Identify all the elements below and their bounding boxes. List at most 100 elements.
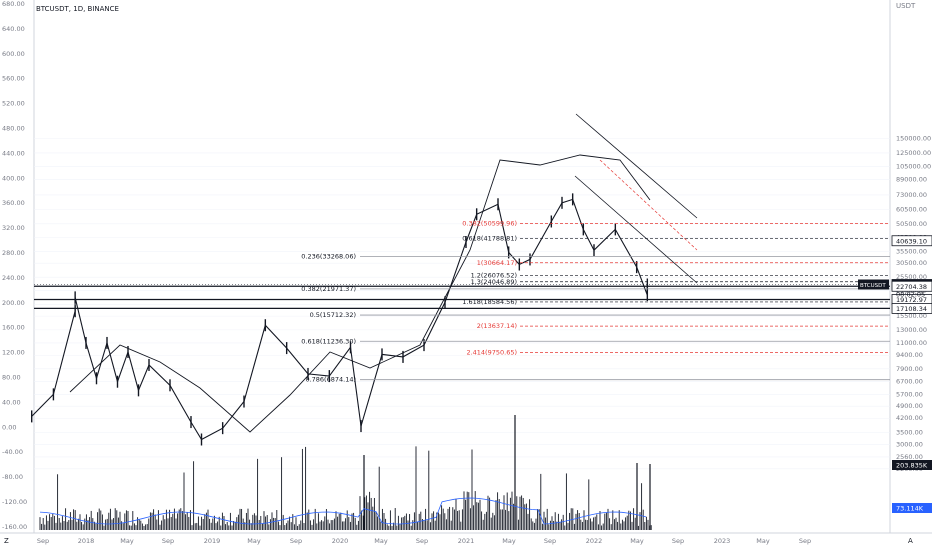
time-axis-tick: May [630,537,644,545]
left-axis-tick: 280.00 [2,249,25,257]
left-axis-tick: 320.00 [2,224,25,232]
volume-tag [892,503,932,513]
left-axis-tick: 0.00 [2,423,16,431]
right-axis-tick: 89000.00 [896,175,927,183]
fib-level-label: 0.382(21971.37) [301,285,356,293]
price-tag-value: 19172.97 [896,296,927,304]
right-axis-tick: 6700.00 [896,378,923,386]
axis-unit: USDT [896,2,916,10]
moving-average-line [69,154,651,433]
extension-level-label: 1.2(26076.52) [471,271,517,279]
time-axis-tick: Sep [799,537,811,545]
time-axis-tick: 2021 [458,537,475,545]
time-axis-tick: May [756,537,770,545]
time-axis-tick: Sep [37,537,49,545]
right-axis-tick: 73000.00 [896,191,927,199]
bar-countdown: 08:02:05 [896,290,925,298]
extension-level-label: 2(13637.14) [477,322,517,330]
time-axis-tick: May [502,537,516,545]
volume-tag-value: 73.114K [896,505,924,513]
right-axis-tick: 35500.00 [896,247,927,255]
price-tag-value: 22704.38 [896,283,927,291]
time-axis-tick: 2023 [714,537,731,545]
time-axis-tick: May [247,537,261,545]
price-tag [891,235,932,247]
right-axis-tick: 3000.00 [896,441,923,449]
left-axis-tick: 680.00 [2,0,25,8]
channel-upper-line [575,113,698,219]
left-axis-tick: 400.00 [2,174,25,182]
extension-level-label: 1.3(24046.89) [471,278,517,286]
time-axis-tick: 2020 [332,537,349,545]
fib-level-label: 0.236(33268.06) [301,252,356,260]
extension-level-label: 1.618(18584.56) [462,298,517,306]
projection-line [599,159,698,251]
right-axis-tick: 3500.00 [896,428,923,436]
left-axis-tick: 600.00 [2,50,25,58]
fib-level-label: 0.786(6874.14) [305,376,356,384]
time-axis-tick: Sep [416,537,428,545]
left-axis-tick: 240.00 [2,274,25,282]
auto-scale-button: A [908,537,913,545]
price-tag [891,303,932,314]
left-axis-tick: 80.00 [2,374,21,382]
time-axis-tick: Sep [672,537,684,545]
volume-tag-value: 203.835K [896,462,928,470]
right-axis-tick: 4900.00 [896,402,923,410]
left-axis-tick: 560.00 [2,75,25,83]
right-axis-tick: 30500.00 [896,259,927,267]
time-axis-tick: 2019 [204,537,221,545]
time-axis-tick: Sep [162,537,174,545]
channel-lower-line [574,175,698,284]
right-axis-tick: 125000.00 [896,149,931,157]
left-axis-tick: 160.00 [2,324,25,332]
right-axis-tick: 150000.00 [896,135,931,143]
price-series [31,198,648,441]
volume-tag [892,460,932,470]
symbol-tag [858,279,889,290]
left-axis-tick: 200.00 [2,299,25,307]
fib-level-label: 0.5(15712.32) [310,311,356,319]
extension-level-label: 2.414(9750.65) [466,348,517,356]
right-axis-tick: 9400.00 [896,351,923,359]
time-axis-tick: May [120,537,134,545]
fib-level-label: 0.618(11236.30) [301,337,356,345]
price-tag [891,280,932,292]
price-tag-value: 17108.34 [896,305,927,313]
left-axis-tick: 440.00 [2,149,25,157]
right-axis-tick: 2560.00 [896,453,923,461]
right-axis-tick: 50500.00 [896,220,927,228]
right-axis-tick: 5700.00 [896,390,923,398]
right-axis-tick: 7900.00 [896,365,923,373]
left-axis-tick: 480.00 [2,125,25,133]
timezone-button: Z [4,537,9,545]
right-axis-tick: 13000.00 [896,326,927,334]
left-axis-tick: 640.00 [2,25,25,33]
left-axis-tick: -80.00 [2,473,23,481]
extension-level-label: 0.618(41788.81) [462,235,517,243]
chart-title: BTCUSDT, 1D, BINANCE [36,5,119,13]
time-axis-tick: 2018 [78,537,95,545]
right-axis-tick: 15500.00 [896,312,927,320]
time-axis-tick: May [374,537,388,545]
left-axis-tick: 520.00 [2,100,25,108]
right-axis-tick: 4200.00 [896,414,923,422]
price-tag-value: 40639.10 [896,237,927,245]
left-axis-tick: -160.00 [2,523,27,531]
extension-level-label: 1(30664.17) [477,259,517,267]
time-axis-tick: 2022 [586,537,603,545]
right-axis-tick: 25500.00 [896,273,927,281]
right-axis-tick: 105000.00 [896,163,931,171]
time-axis-tick: Sep [544,537,556,545]
volume-ma-line [39,497,647,525]
left-axis-tick: -40.00 [2,448,23,456]
left-axis-tick: 360.00 [2,199,25,207]
left-axis-tick: -120.00 [2,498,27,506]
right-axis-tick: 60500.00 [896,206,927,214]
right-axis-tick: 11000.00 [896,339,927,347]
left-axis-tick: 40.00 [2,398,21,406]
time-axis-tick: Sep [290,537,302,545]
left-axis-tick: 120.00 [2,349,25,357]
extension-level-label: 0.382(50599.96) [462,220,517,228]
